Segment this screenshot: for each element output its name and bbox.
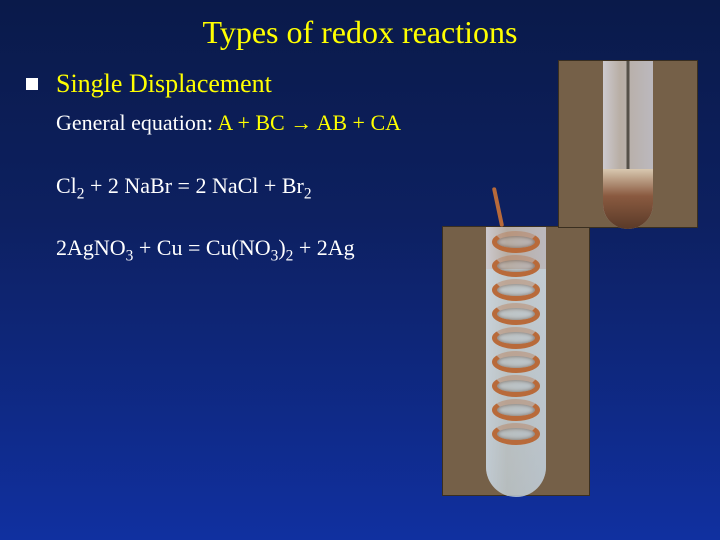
eq1-p0: Cl — [56, 173, 77, 198]
eq2-p6: + 2Ag — [293, 235, 354, 260]
eq2-p2: + Cu = Cu(NO — [133, 235, 270, 260]
eq2-p0: 2AgNO — [56, 235, 126, 260]
eq1-p3: 2 — [304, 185, 312, 202]
bullet-square-icon — [26, 78, 38, 90]
photo-copper-silver-displacement — [442, 226, 590, 496]
general-label: General equation: — [56, 110, 217, 135]
equation-2: 2AgNO3 + Cu = Cu(NO3)2 + 2Ag — [56, 234, 700, 263]
eq1-p2: + 2 NaBr = 2 NaCl + Br — [85, 173, 304, 198]
photo-electrode-precipitate — [558, 60, 698, 228]
electrode-rod-icon — [627, 61, 630, 171]
test-tube-icon — [486, 227, 546, 497]
eq2-p4: ) — [278, 235, 285, 260]
slide-title: Types of redox reactions — [0, 0, 720, 51]
test-tube-icon — [603, 61, 653, 229]
general-equation: A + BC → AB + CA — [217, 110, 401, 135]
precipitate-icon — [603, 169, 653, 229]
copper-helix-icon — [488, 219, 544, 459]
eq1-p1: 2 — [77, 185, 85, 202]
section-heading: Single Displacement — [56, 69, 272, 99]
